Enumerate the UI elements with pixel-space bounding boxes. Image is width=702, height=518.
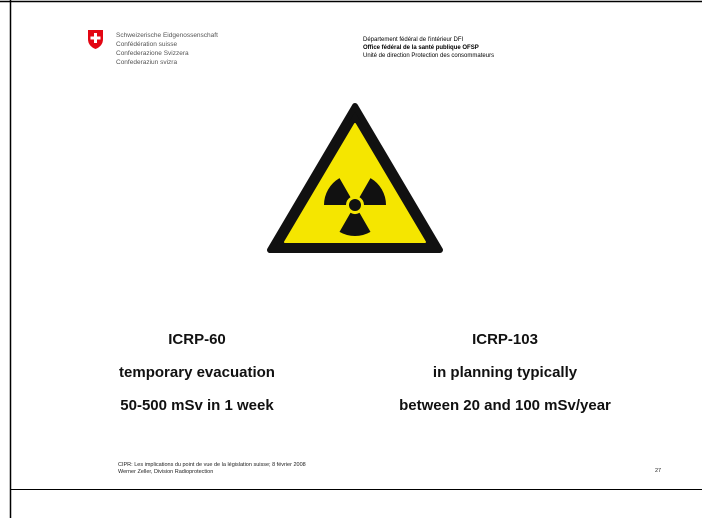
trefoil-blade <box>324 178 351 205</box>
header-right-line: Unité de direction Protection des consom… <box>363 53 494 59</box>
header-left-line: Schweizerische Eidgenossenschaft <box>116 32 218 39</box>
page-number: 27 <box>655 468 661 474</box>
footer-line: Werner Zeller, Division Radioprotection <box>118 469 213 475</box>
trefoil-blade <box>359 178 386 205</box>
column-line: temporary evacuation <box>119 364 275 381</box>
column-line: between 20 and 100 mSv/year <box>399 397 611 414</box>
header-right-line: Office fédéral de la santé publique OFSP <box>363 45 479 51</box>
header-left-line: Confederazione Svizzera <box>116 50 189 57</box>
trefoil-blade <box>339 212 371 236</box>
header-left-line: Confédération suisse <box>116 41 177 48</box>
column-title: ICRP-103 <box>472 331 538 348</box>
header-right-line: Département fédéral de l'intérieur DFI <box>363 37 464 43</box>
column-line: in planning typically <box>433 364 578 381</box>
column-line: 50-500 mSv in 1 week <box>120 397 274 414</box>
header-left-line: Confederaziun svizra <box>116 59 177 66</box>
column-title: ICRP-60 <box>168 331 226 348</box>
radiation-sign <box>267 103 443 253</box>
footer-line: CIPR: Les implications du point de vue d… <box>118 462 306 468</box>
swiss-flag <box>88 30 103 49</box>
